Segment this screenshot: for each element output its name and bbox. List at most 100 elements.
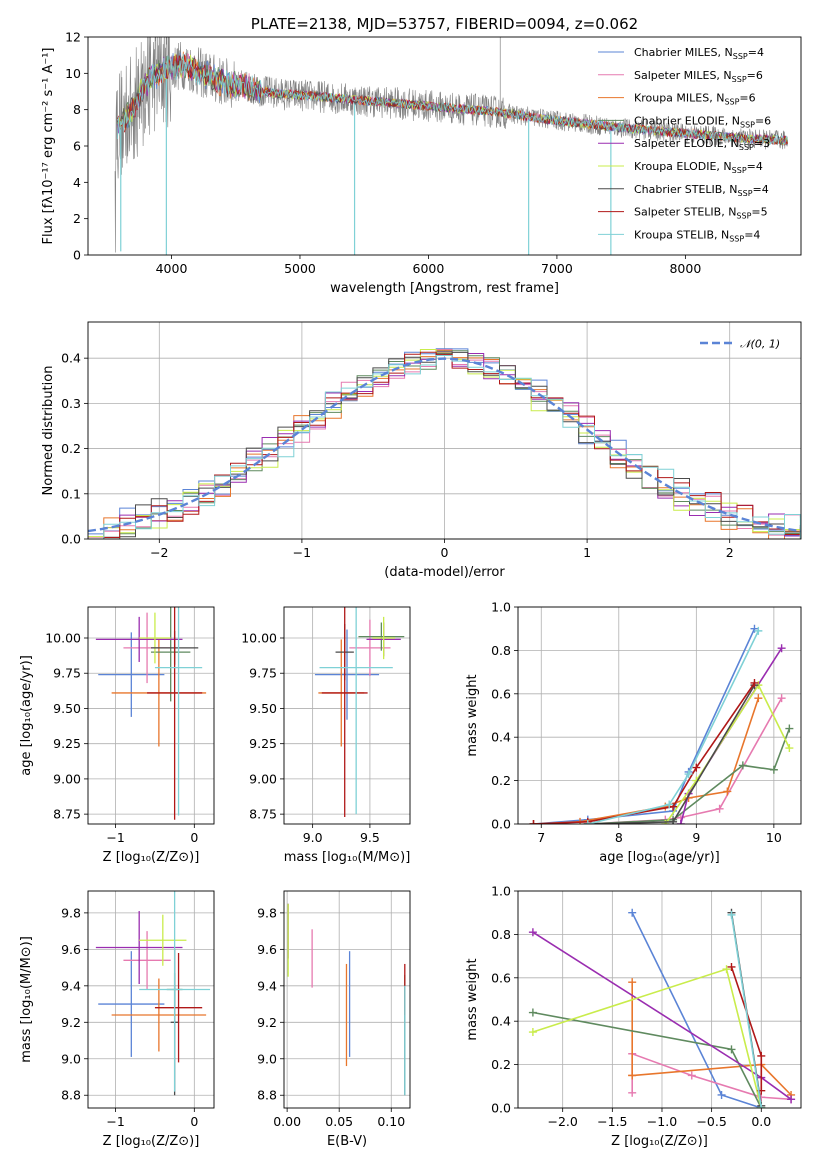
y-tick-label: 10 xyxy=(65,66,81,81)
y-tick-label: 8.8 xyxy=(257,1088,277,1103)
y-tick-label: 9.00 xyxy=(53,771,81,786)
chart-title: PLATE=2138, MJD=53757, FIBERID=0094, z=0… xyxy=(251,15,638,33)
y-tick-label: 0.0 xyxy=(491,1101,511,1116)
data-point-marker xyxy=(628,908,637,917)
errorbar-point xyxy=(95,616,183,662)
y-tick-label: 9.8 xyxy=(61,905,81,920)
errorbar-point xyxy=(98,632,165,717)
y-tick-label: 0.3 xyxy=(61,396,81,411)
errorbar-point xyxy=(358,622,405,651)
y-tick-label: 9.2 xyxy=(257,1015,277,1030)
series-line xyxy=(631,912,762,1108)
errorbar-point xyxy=(98,951,165,1057)
y-tick-label: 0.1 xyxy=(61,486,81,501)
data-point-marker xyxy=(528,1008,537,1017)
y-tick-label: 8 xyxy=(73,102,81,117)
y-axis-label: Flux [fλ10⁻¹⁷ erg cm⁻² s⁻¹ A⁻¹] xyxy=(41,48,56,245)
legend-entry: Salpeter ELODIE, NSSP=3 xyxy=(634,137,770,152)
y-tick-label: 9.50 xyxy=(249,701,277,716)
data-point-marker xyxy=(723,787,732,796)
x-tick-label: 8 xyxy=(615,830,623,845)
data-point-marker xyxy=(769,765,778,774)
errorbar-point xyxy=(139,914,187,966)
y-axis-label: mass weight xyxy=(465,958,480,1040)
x-tick-label: −1 xyxy=(293,545,311,560)
series-line xyxy=(533,682,756,824)
mass-vs-Z-grid xyxy=(88,891,214,1108)
y-tick-label: 9.8 xyxy=(257,905,277,920)
y-axis-label: age [log₁₀(age/yr)] xyxy=(19,655,34,776)
mass-weight-vs-age-grid xyxy=(518,606,801,825)
data-point-marker xyxy=(750,678,759,687)
legend-entry: Chabrier STELIB, NSSP=4 xyxy=(634,183,769,198)
data-point-marker xyxy=(757,1104,766,1108)
y-tick-label: 1.0 xyxy=(491,600,511,615)
series-line xyxy=(631,982,792,1096)
age-vs-Z-panel: −1 0 8.75 9.00 9.25 9.50 9.75 10.00 Z [log₁₀(Z/Z… xyxy=(19,606,215,865)
age-vs-Z-grid xyxy=(88,607,214,824)
data-point-marker xyxy=(787,1095,796,1104)
y-tick-label: 0.0 xyxy=(61,532,81,547)
x-tick-label: 5000 xyxy=(284,261,316,276)
data-point-marker xyxy=(754,694,763,703)
y-tick-label: 0.4 xyxy=(491,1014,511,1029)
axes-frame xyxy=(87,321,802,540)
x-axis-label: Z [log₁₀(Z/Z⊙)] xyxy=(103,850,200,865)
y-tick-label: 4 xyxy=(73,175,81,190)
normal-reference-curve xyxy=(88,357,801,533)
series-line xyxy=(532,1011,763,1108)
legend-entry: Kroupa STELIB, NSSP=4 xyxy=(634,228,760,243)
y-tick-label: 9.0 xyxy=(257,1051,277,1066)
x-axis-label: (data-model)/error xyxy=(384,565,505,580)
data-point-marker xyxy=(583,820,592,824)
errorbar-point xyxy=(111,978,207,1052)
y-tick-label: 2 xyxy=(73,211,81,226)
age-vs-mass-panel: 9.0 9.5 8.75 9.00 9.25 9.50 9.75 10.00 mass [log… xyxy=(241,606,411,865)
data-point-marker xyxy=(727,910,736,919)
data-point-marker xyxy=(528,1028,537,1037)
data-point-marker xyxy=(687,1071,696,1080)
x-axis-label: wavelength [Angstrom, rest frame] xyxy=(330,281,559,296)
data-point-marker xyxy=(785,744,794,753)
spectrum-plot-area xyxy=(114,37,789,255)
x-tick-label: 9.5 xyxy=(360,830,380,845)
x-tick-label: 0.0 xyxy=(751,1114,771,1129)
legend-entry: Chabrier ELODIE, NSSP=6 xyxy=(634,114,771,129)
errorbar-point xyxy=(154,953,203,1063)
axes-frame xyxy=(517,606,802,825)
legend-entry: 𝒩(0, 1) xyxy=(740,338,780,351)
y-tick-label: 9.6 xyxy=(61,942,81,957)
y-tick-label: 0.0 xyxy=(491,817,511,832)
y-tick-label: 9.75 xyxy=(53,666,81,681)
y-tick-label: 9.2 xyxy=(61,1015,81,1030)
y-tick-label: 9.4 xyxy=(61,978,81,993)
observed-spectrum-line xyxy=(114,37,789,253)
data-point-marker xyxy=(738,761,747,770)
x-tick-label: −1.5 xyxy=(597,1114,627,1129)
series-line xyxy=(730,914,763,1108)
y-tick-label: 0.4 xyxy=(61,351,81,366)
x-tick-label: 0.00 xyxy=(273,1114,301,1129)
age-vs-mass-plot-area xyxy=(314,607,405,817)
y-axis-label: mass weight xyxy=(465,674,480,756)
errorbar-point xyxy=(95,911,183,984)
data-point-marker xyxy=(628,1071,637,1080)
mass-vs-Z-plot-area xyxy=(95,891,211,1096)
mass-vs-Z-panel: −1 0 8.8 9.0 9.2 9.4 9.6 9.8 Z [log₁₀(Z/Z⊙)] mass… xyxy=(19,890,215,1149)
y-tick-label: 0.4 xyxy=(491,730,511,745)
axes-frame xyxy=(283,606,411,825)
data-point-marker xyxy=(785,724,794,733)
legend-entry: Salpeter STELIB, NSSP=5 xyxy=(634,206,768,221)
data-point-marker xyxy=(628,1088,637,1097)
series-line xyxy=(533,697,760,824)
mass-vs-EBV-panel: 0.00 0.05 0.10 8.8 9.0 9.2 9.4 9.6 9.8 E(B-V) xyxy=(257,890,411,1149)
x-tick-label: −0.5 xyxy=(696,1114,726,1129)
data-point-marker xyxy=(665,800,674,809)
x-tick-label: −2.0 xyxy=(548,1114,578,1129)
y-tick-label: 10.00 xyxy=(45,631,81,646)
data-point-marker xyxy=(684,770,693,779)
x-tick-label: −1 xyxy=(106,1114,124,1129)
series-line xyxy=(533,628,756,824)
histogram-series xyxy=(88,349,801,538)
x-tick-label: 1 xyxy=(583,545,591,560)
